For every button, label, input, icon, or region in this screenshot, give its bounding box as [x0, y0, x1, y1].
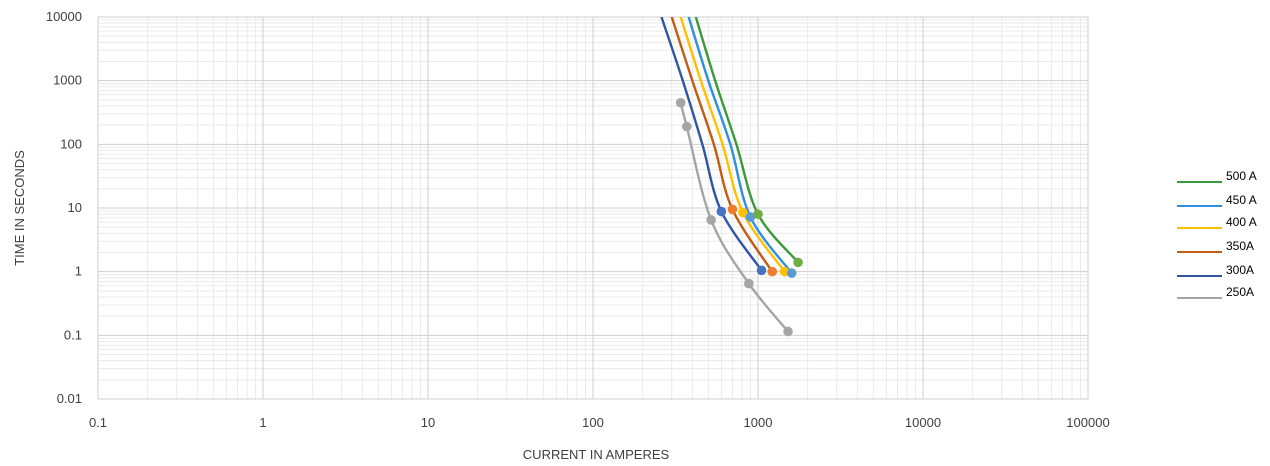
- data-point-450a: [745, 212, 756, 222]
- x-tick-label: 1: [259, 415, 266, 430]
- data-point-500a: [753, 209, 763, 219]
- x-tick-label: 1000: [744, 415, 773, 430]
- y-tick-label: 10: [68, 200, 82, 215]
- data-point-350a: [727, 204, 738, 215]
- legend: 500 A 450 A 400 A 350A 300A 250A: [1177, 169, 1257, 299]
- y-tick-label: 100: [60, 136, 82, 151]
- series-line-500a: [694, 17, 800, 264]
- major-grid: [97, 16, 1089, 400]
- legend-label-350a: 350A: [1226, 239, 1254, 253]
- data-point-250a: [706, 215, 716, 225]
- series-line-350a: [670, 17, 774, 273]
- x-axis-title: CURRENT IN AMPERES: [523, 447, 670, 462]
- x-tick-label: 0.1: [89, 415, 107, 430]
- data-point-300a: [716, 206, 727, 217]
- data-point-250a: [744, 278, 754, 289]
- x-tick-label: 100000: [1066, 415, 1109, 430]
- legend-label-400a: 400 A: [1226, 215, 1257, 229]
- y-axis-title: TIME IN SECONDS: [12, 150, 27, 266]
- data-point-250a: [783, 326, 793, 337]
- y-tick-labels: 10000 1000 100 10 1 0.1 0.01: [46, 9, 82, 406]
- y-tick-label: 0.1: [64, 327, 82, 342]
- legend-label-250a: 250A: [1226, 285, 1254, 299]
- y-tick-label: 1: [75, 264, 82, 279]
- data-point-450a: [786, 268, 797, 278]
- data-point-400a: [738, 207, 748, 218]
- legend-label-300a: 300A: [1226, 263, 1254, 277]
- series-line-450a: [687, 17, 793, 274]
- series-line-400a: [679, 17, 786, 273]
- x-tick-label: 100: [582, 415, 604, 430]
- data-point-250a: [681, 121, 692, 132]
- data-point-300a: [756, 265, 767, 276]
- data-point-250a: [675, 97, 686, 108]
- legend-label-450a: 450 A: [1226, 193, 1257, 207]
- series-line-300a: [660, 17, 763, 271]
- y-tick-label: 0.01: [57, 391, 82, 406]
- data-point-350a: [767, 266, 778, 277]
- x-tick-label: 10000: [905, 415, 941, 430]
- x-tick-labels: 0.1 1 10 100 1000 10000 100000: [89, 415, 1110, 430]
- y-tick-label: 1000: [53, 73, 82, 88]
- legend-label-500a: 500 A: [1226, 169, 1257, 183]
- x-tick-label: 10: [421, 415, 435, 430]
- y-tick-label: 10000: [46, 9, 82, 24]
- data-point-500a: [793, 257, 803, 268]
- plot-series: [660, 17, 803, 337]
